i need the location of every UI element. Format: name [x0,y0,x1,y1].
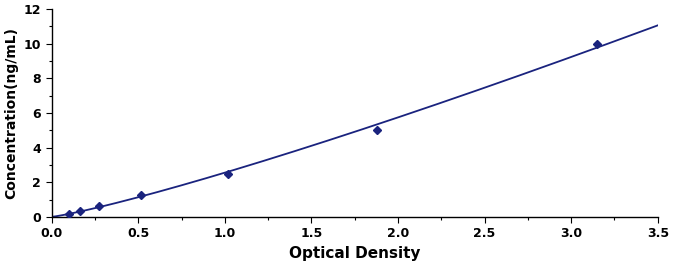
Y-axis label: Concentration(ng/mL): Concentration(ng/mL) [4,27,18,199]
X-axis label: Optical Density: Optical Density [289,246,421,261]
